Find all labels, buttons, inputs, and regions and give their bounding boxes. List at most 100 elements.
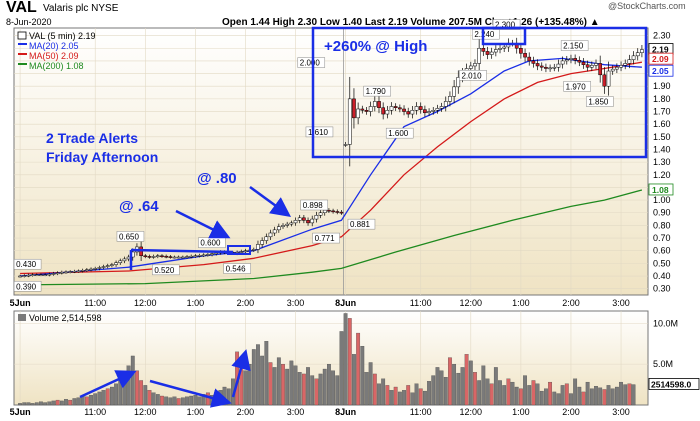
volume-badge: 2514598.0 (651, 379, 691, 389)
candle-body (89, 268, 93, 271)
price-y-tick: 1.70 (653, 107, 671, 117)
candle-body (352, 98, 356, 119)
volume-bar (514, 386, 519, 406)
volume-bar (347, 318, 352, 406)
legend-ma200: MA(200) 1.08 (29, 61, 84, 71)
candle-body (147, 256, 152, 258)
volume-bar (418, 388, 423, 406)
price-x-tick: 1:00 (512, 298, 530, 308)
candle-body (485, 51, 490, 55)
candle-body (602, 74, 607, 87)
volume-bar (64, 399, 68, 406)
volume-bar (26, 402, 31, 406)
y-badge-box (648, 183, 674, 196)
price-x-tick: 2:00 (237, 298, 255, 308)
ma50-line-layer (20, 61, 643, 275)
volume-bar (485, 378, 490, 406)
price-label: 0.881 (350, 220, 371, 229)
candle-body (97, 267, 102, 269)
price-label: 2.150 (563, 42, 584, 51)
volume-bar (310, 375, 315, 406)
candle-body (606, 70, 611, 87)
price-x-tick: 1:00 (187, 298, 205, 308)
candle-body (356, 108, 360, 119)
candle-body (481, 47, 486, 52)
volume-bar (468, 360, 473, 406)
company-label: Valaris plc NYSE (43, 3, 119, 14)
volume-bar (272, 367, 277, 406)
volume-bar (481, 365, 486, 406)
volume-bar (489, 383, 494, 406)
volume-bar (297, 372, 302, 406)
legend-volume-swatch (18, 314, 26, 321)
volume-bar (477, 380, 482, 406)
alert-entry-box (227, 245, 251, 255)
price-x-tick: 3:00 (287, 298, 305, 308)
legend-ma50-swatch (18, 53, 27, 55)
candle-body (256, 244, 260, 250)
price-label: 2.000 (300, 59, 321, 68)
volume-bar (614, 386, 619, 406)
volume-x-tick: 8Jun (335, 407, 356, 417)
volume-x-tick: 11:00 (84, 407, 106, 417)
ma200-line (20, 189, 643, 286)
candle-body (598, 63, 603, 76)
volume-bar (285, 368, 290, 406)
y-badge: 2.05 (652, 66, 669, 76)
price-x-tick: 2:00 (562, 298, 580, 308)
candle-body (468, 65, 473, 69)
volume-bar (585, 381, 590, 406)
volume-bar (627, 383, 632, 406)
candle-body (264, 236, 269, 241)
volume-bar (185, 396, 189, 406)
candle-body (448, 96, 452, 102)
volume-bar (168, 397, 173, 406)
candle-body (569, 58, 573, 60)
candle-body (189, 255, 194, 258)
volume-x-tick: 12:00 (460, 407, 483, 417)
price-label: 1.970 (566, 82, 587, 91)
price-y-tick: 0.40 (653, 271, 671, 281)
price-label-box (300, 199, 328, 211)
candle-body (155, 255, 160, 258)
volume-bar (339, 331, 344, 406)
volume-bar (448, 357, 452, 406)
candle-body (335, 211, 340, 213)
volume-bar (268, 362, 273, 406)
volume-bar (331, 370, 335, 406)
candle-body (585, 64, 590, 68)
volume-bar (130, 355, 135, 406)
candle-body (47, 273, 52, 276)
volume-bar (97, 391, 102, 406)
candle-body (331, 210, 335, 213)
volume-bar (109, 386, 114, 406)
volume-bar (372, 373, 377, 406)
candle-body (268, 232, 273, 238)
price-label: 2.010 (462, 71, 483, 80)
price-x-tick: 8Jun (335, 298, 356, 308)
volume-badge-box (648, 378, 700, 390)
price-label-box (13, 258, 42, 270)
volume-bar (435, 367, 440, 406)
volume-bar (377, 383, 381, 406)
candle-body (206, 254, 210, 256)
price-y-tick: 0.60 (653, 246, 671, 256)
volume-bar (356, 332, 361, 406)
volume-bar (47, 401, 52, 406)
candle-body (160, 255, 164, 258)
y-badge-box (648, 52, 674, 65)
candle-body (343, 144, 348, 146)
volume-bar (544, 388, 548, 406)
candle-body (610, 68, 615, 72)
alert-1-price: @ .64 (119, 198, 159, 215)
volume-bar (164, 396, 169, 406)
candle-body (168, 256, 173, 258)
candle-body (322, 209, 327, 213)
price-label: 0.390 (16, 282, 37, 291)
candle-body (85, 269, 89, 271)
volume-bar (623, 384, 628, 406)
candle-body (239, 251, 244, 253)
ma200-line-layer (20, 189, 643, 286)
candle-body (402, 108, 406, 112)
volume-bar (22, 402, 27, 406)
